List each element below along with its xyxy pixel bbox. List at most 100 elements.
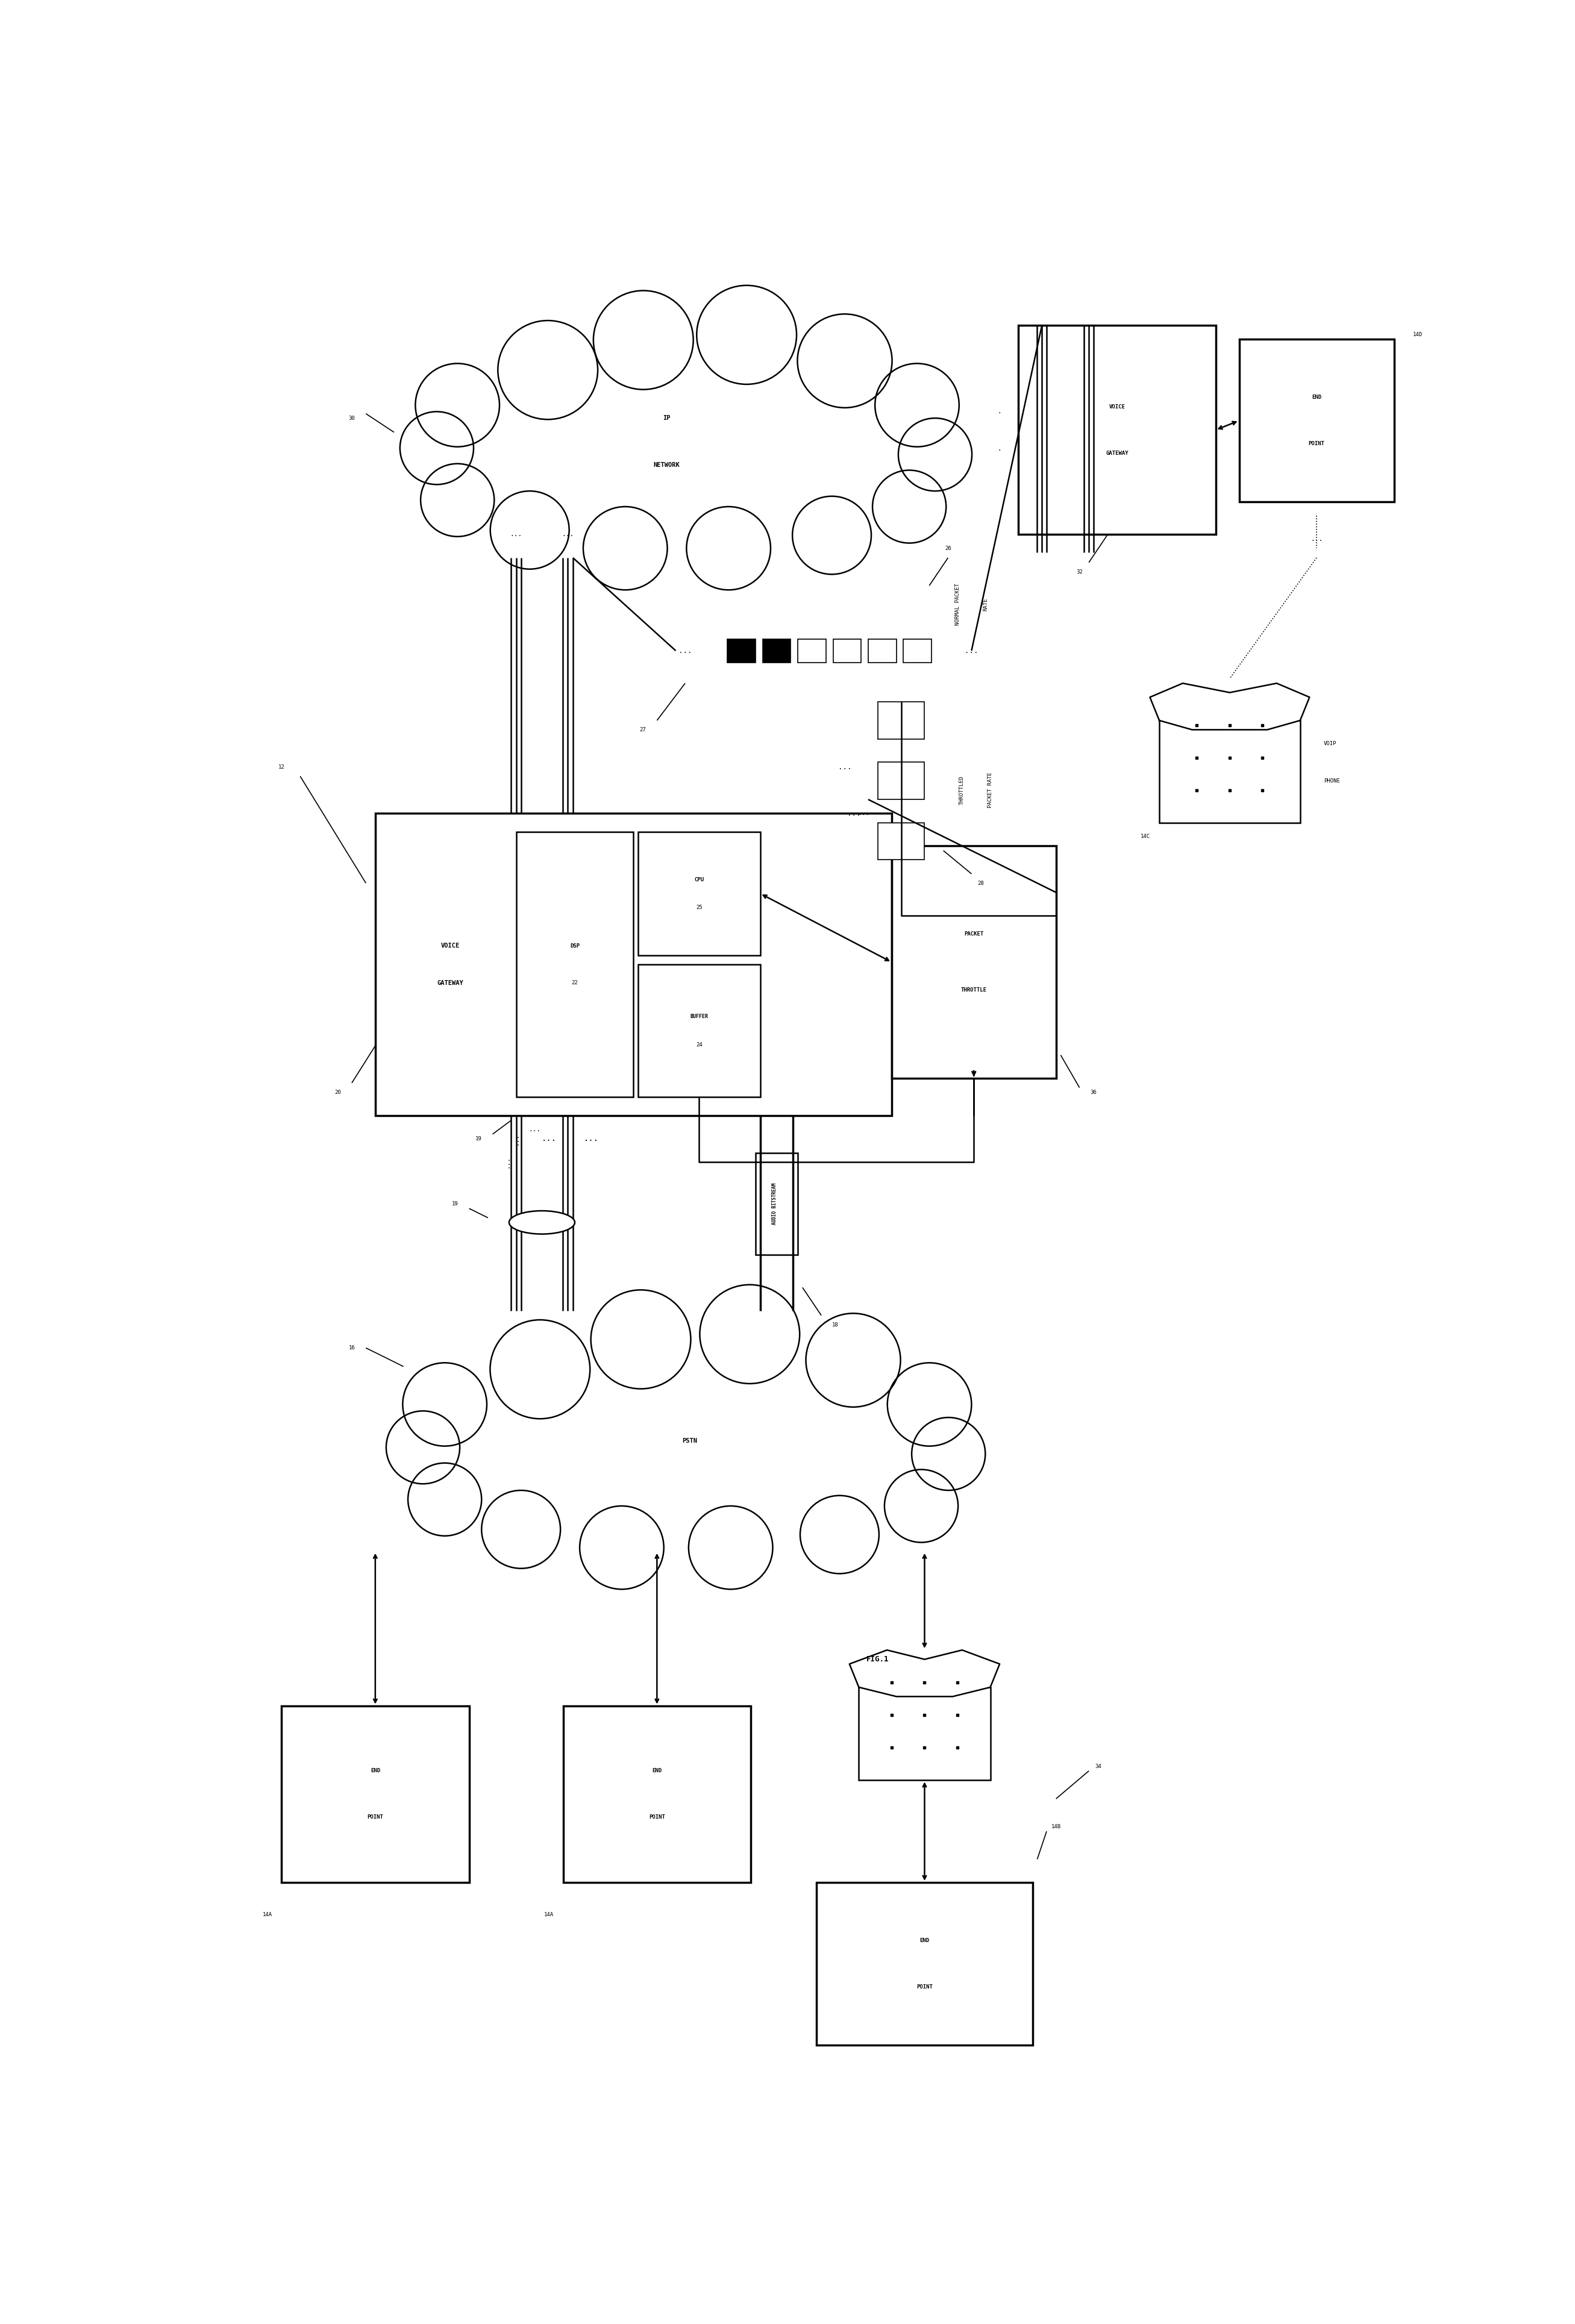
Circle shape [797,314,891,407]
Text: POINT: POINT [367,1815,383,1820]
Text: 26: 26 [945,546,951,551]
Text: ...: ... [513,1132,520,1146]
Text: POINT: POINT [649,1815,665,1820]
Text: ...: ... [838,762,852,772]
Text: GATEWAY: GATEWAY [1106,451,1128,456]
Text: ...: ... [679,646,691,655]
Text: END: END [370,1769,380,1773]
Text: END: END [920,1938,929,1943]
Text: 14C: 14C [1140,834,1150,839]
Bar [282,1706,469,1882]
Circle shape [490,1320,591,1418]
Text: VOICE: VOICE [441,944,460,948]
Text: VOICE: VOICE [1109,404,1125,409]
Bar [762,639,791,662]
Text: THROTTLE: THROTTLE [961,988,988,992]
Circle shape [386,1411,460,1483]
Circle shape [594,290,693,390]
Circle shape [416,363,499,446]
Circle shape [806,1313,901,1406]
Text: 19: 19 [452,1202,458,1206]
Text: 14D: 14D [1413,332,1422,337]
Circle shape [498,321,598,418]
Text: 14B: 14B [1051,1824,1062,1829]
Text: 32: 32 [1076,569,1082,574]
Text: ...: ... [542,1134,556,1143]
Text: PACKET: PACKET [964,932,983,937]
Text: ...: ... [504,1155,510,1169]
Text: PACKET RATE: PACKET RATE [988,772,992,809]
Text: NORMAL PACKET: NORMAL PACKET [954,583,961,625]
Circle shape [792,497,871,574]
Circle shape [898,418,972,490]
Text: 14A: 14A [263,1913,272,1917]
Circle shape [687,507,770,590]
Text: FIG.1: FIG.1 [866,1655,888,1664]
Bar [517,832,633,1097]
Text: POINT: POINT [1309,442,1325,446]
Circle shape [482,1490,561,1569]
Bar [904,639,931,662]
Circle shape [800,1497,879,1573]
Text: 22: 22 [572,981,578,985]
Text: END: END [1312,395,1321,400]
Ellipse shape [509,1211,575,1234]
Circle shape [912,1418,986,1490]
Bar [833,639,862,662]
Circle shape [876,363,959,446]
Text: PHONE: PHONE [1323,779,1340,783]
Text: 12: 12 [279,765,285,769]
Bar [1159,720,1299,823]
Text: ...: ... [1310,537,1323,541]
Text: 28: 28 [978,881,984,885]
Text: 34: 34 [1095,1764,1101,1769]
Bar [728,639,756,662]
Bar [877,823,925,860]
Bar [1019,325,1216,535]
Text: DSP: DSP [570,944,580,948]
Text: ...: ... [529,1127,540,1132]
Text: ...: ... [857,811,869,816]
Bar [375,813,891,1116]
Text: 24: 24 [696,1041,702,1048]
Text: END: END [652,1769,661,1773]
Text: 36: 36 [1090,1090,1096,1095]
Text: 20: 20 [334,1090,340,1095]
Circle shape [591,1290,691,1390]
Bar [877,762,925,799]
Text: ...: ... [562,532,573,537]
Text: 27: 27 [639,727,646,732]
Text: 16: 16 [348,1346,354,1350]
Text: 19: 19 [476,1136,482,1141]
Circle shape [421,465,495,537]
Text: POINT: POINT [917,1985,932,1989]
Text: THROTTLED: THROTTLED [959,776,965,804]
Text: ...: ... [847,809,862,818]
Circle shape [688,1506,773,1590]
Text: 18: 18 [832,1322,838,1327]
Bar [638,964,761,1097]
Bar [868,639,896,662]
Text: RATE: RATE [983,597,988,611]
Bar [564,1706,751,1882]
Bar [877,702,925,739]
Bar [1240,339,1394,502]
Bar [816,1882,1033,2045]
Text: AUDIO BITSTREAM: AUDIO BITSTREAM [772,1183,776,1225]
Circle shape [403,1362,487,1446]
Circle shape [490,490,569,569]
Text: GATEWAY: GATEWAY [438,981,463,985]
Text: ...: ... [510,532,523,537]
Circle shape [580,1506,663,1590]
Bar [858,1687,991,1780]
Bar [891,846,1055,1078]
Circle shape [408,1464,482,1536]
Text: ...: ... [584,1134,598,1143]
Ellipse shape [419,311,961,572]
Text: 25: 25 [696,904,702,911]
Circle shape [696,286,797,383]
Text: .: . [997,409,1002,414]
Circle shape [583,507,668,590]
Text: CPU: CPU [695,876,704,883]
Circle shape [887,1362,972,1446]
